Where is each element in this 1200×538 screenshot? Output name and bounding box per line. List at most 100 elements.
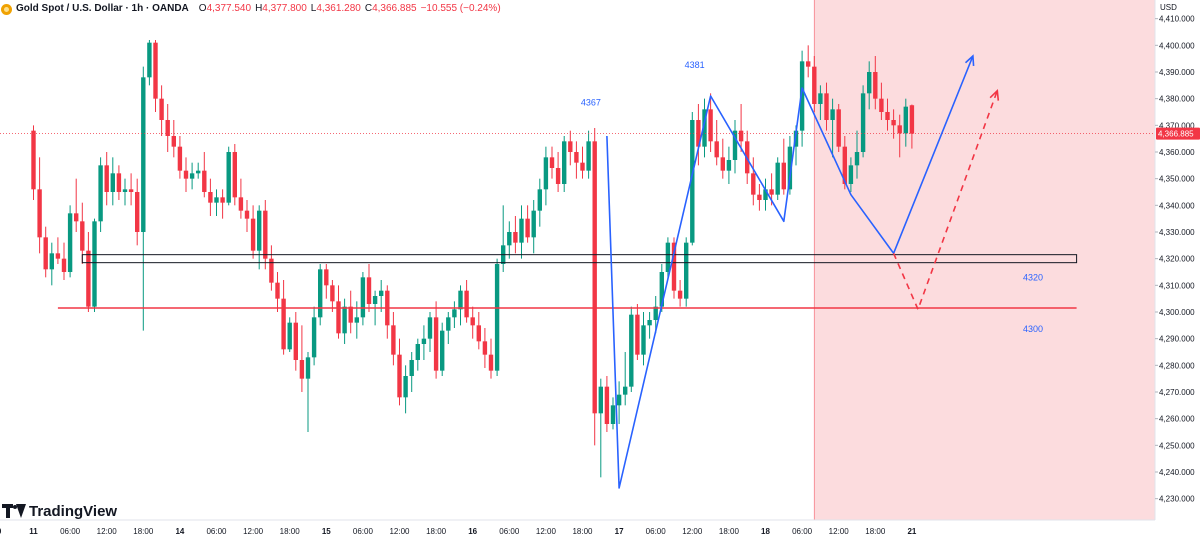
candle[interactable] <box>305 352 311 432</box>
candle[interactable] <box>482 328 488 368</box>
candle[interactable] <box>488 338 494 379</box>
candle[interactable] <box>549 146 555 179</box>
candle[interactable] <box>879 82 884 120</box>
candle[interactable] <box>476 312 481 350</box>
candle[interactable] <box>220 189 225 219</box>
candle[interactable] <box>403 365 408 414</box>
candle[interactable] <box>647 312 652 339</box>
candle[interactable] <box>537 178 542 227</box>
candle[interactable] <box>409 352 414 392</box>
candle[interactable] <box>196 162 201 179</box>
candle[interactable] <box>812 56 817 112</box>
candle[interactable] <box>513 216 518 254</box>
candle[interactable] <box>263 200 268 270</box>
candle[interactable] <box>848 157 854 192</box>
candle[interactable] <box>555 152 561 192</box>
candle[interactable] <box>598 378 603 478</box>
candle[interactable] <box>726 146 732 184</box>
candle[interactable] <box>653 296 658 334</box>
candle[interactable] <box>677 280 683 307</box>
candle[interactable] <box>824 82 829 131</box>
candle[interactable] <box>854 130 860 179</box>
candle[interactable] <box>43 226 48 278</box>
candle[interactable] <box>55 237 61 264</box>
candle[interactable] <box>281 280 286 355</box>
candle[interactable] <box>897 114 902 158</box>
candle[interactable] <box>635 304 640 360</box>
candle[interactable] <box>519 205 524 259</box>
candle[interactable] <box>574 141 579 179</box>
candle[interactable] <box>86 232 91 312</box>
candle[interactable] <box>458 285 463 326</box>
candle[interactable] <box>720 138 725 179</box>
candle[interactable] <box>464 280 469 323</box>
candle[interactable] <box>830 98 835 158</box>
candle[interactable] <box>818 85 823 120</box>
candle[interactable] <box>586 130 591 179</box>
candle[interactable] <box>366 264 372 312</box>
candle[interactable] <box>531 200 536 254</box>
candle[interactable] <box>226 146 231 206</box>
candle[interactable] <box>580 146 585 179</box>
candle[interactable] <box>342 298 347 344</box>
candle[interactable] <box>116 165 122 200</box>
candle[interactable] <box>751 157 756 206</box>
candle[interactable] <box>708 93 713 152</box>
candle[interactable] <box>562 136 567 192</box>
candle[interactable] <box>592 128 597 446</box>
candle[interactable] <box>238 178 244 219</box>
candle[interactable] <box>885 98 890 131</box>
candle[interactable] <box>525 205 530 243</box>
chart-legend[interactable]: Gold Spot / U.S. Dollar · 1h · OANDA O 4,… <box>0 2 505 16</box>
candle[interactable] <box>665 237 671 280</box>
candle[interactable] <box>49 242 54 286</box>
candle[interactable] <box>738 104 744 152</box>
candle[interactable] <box>141 66 146 331</box>
candle[interactable] <box>177 136 183 179</box>
candle[interactable] <box>379 280 384 312</box>
candle[interactable] <box>641 312 646 366</box>
candle[interactable] <box>684 237 689 307</box>
price-axis[interactable] <box>1155 0 1200 538</box>
candle[interactable] <box>867 61 872 110</box>
candle[interactable] <box>330 280 335 312</box>
candle[interactable] <box>806 45 811 78</box>
candle[interactable] <box>153 40 158 112</box>
candle[interactable] <box>202 152 207 198</box>
candle[interactable] <box>604 376 610 432</box>
candle[interactable] <box>470 306 475 339</box>
candle[interactable] <box>623 352 628 406</box>
candle[interactable] <box>610 397 616 430</box>
support-zone-box[interactable] <box>81 254 1078 264</box>
candle[interactable] <box>616 381 622 424</box>
candle[interactable] <box>421 325 427 360</box>
candle[interactable] <box>397 338 402 406</box>
candle[interactable] <box>415 338 420 371</box>
candle[interactable] <box>208 178 213 216</box>
candle[interactable] <box>257 205 262 270</box>
candle[interactable] <box>629 306 634 392</box>
candle[interactable] <box>891 109 896 139</box>
candle[interactable] <box>80 202 85 264</box>
candle[interactable] <box>433 301 439 379</box>
candle[interactable] <box>799 50 805 147</box>
candle[interactable] <box>836 104 841 152</box>
candle[interactable] <box>690 112 695 246</box>
candle[interactable] <box>446 312 451 344</box>
candle[interactable] <box>860 85 866 158</box>
candle[interactable] <box>61 242 67 280</box>
candle[interactable] <box>244 200 250 232</box>
candle[interactable] <box>775 157 780 200</box>
candle[interactable] <box>189 162 195 190</box>
candle[interactable] <box>311 306 317 366</box>
wave-pattern-line[interactable] <box>606 55 974 489</box>
candle[interactable] <box>287 317 292 352</box>
candle[interactable] <box>909 104 915 149</box>
candle[interactable] <box>507 221 512 259</box>
candle[interactable] <box>293 312 298 371</box>
candle[interactable] <box>543 146 549 206</box>
candle[interactable] <box>31 125 36 200</box>
candle[interactable] <box>494 258 500 376</box>
candle[interactable] <box>37 157 42 254</box>
